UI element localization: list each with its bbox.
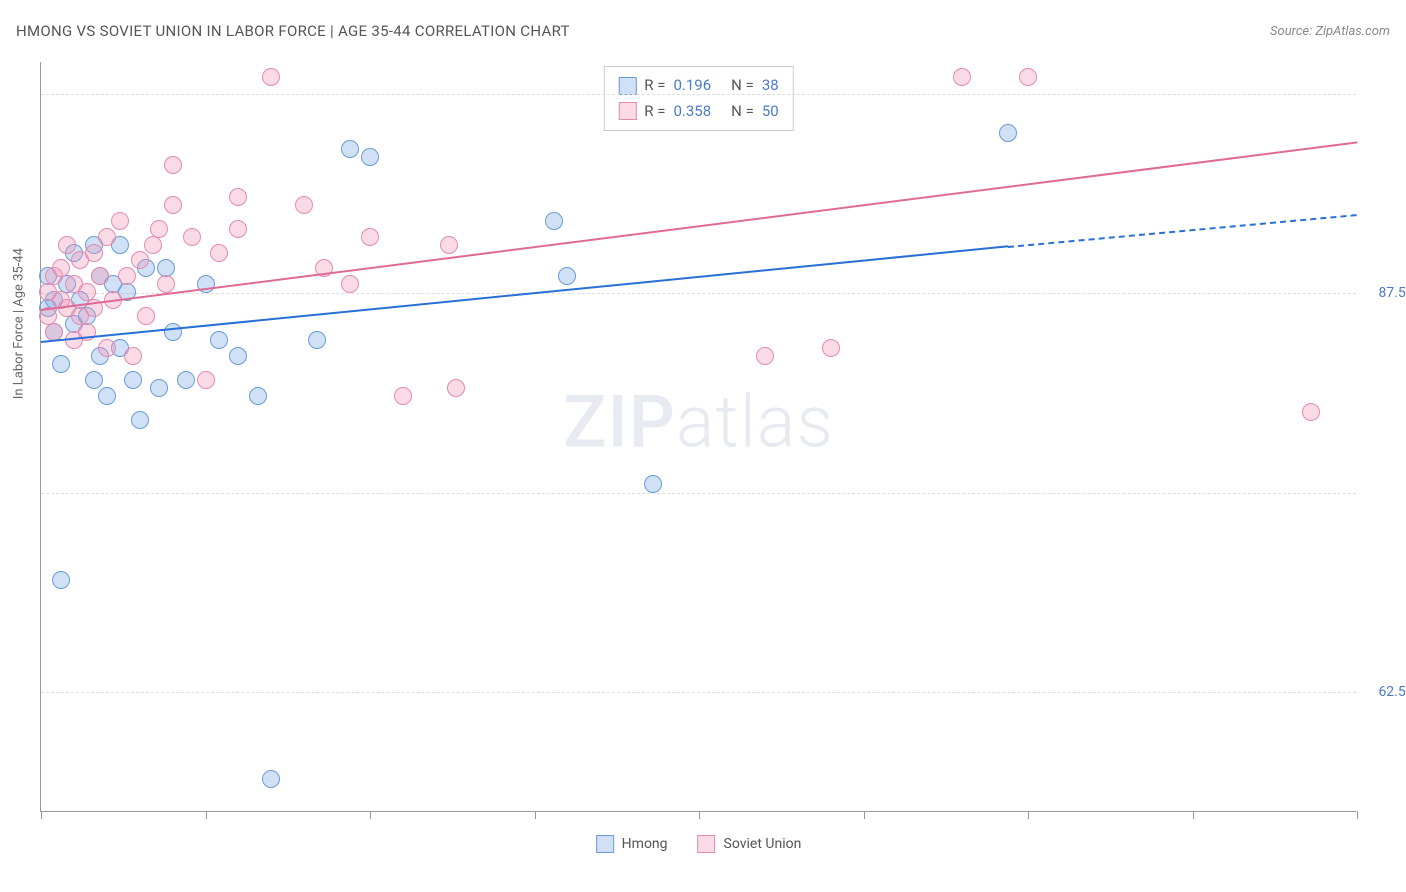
scatter-point	[58, 236, 76, 254]
scatter-point	[440, 236, 458, 254]
legend-r-value: 0.358	[673, 99, 711, 125]
scatter-point	[447, 379, 465, 397]
legend-series: Hmong Soviet Union	[596, 835, 802, 853]
scatter-point	[124, 371, 142, 389]
scatter-point	[361, 148, 379, 166]
scatter-point	[150, 379, 168, 397]
legend-item: Soviet Union	[698, 835, 802, 853]
gridline	[41, 493, 1356, 494]
title-bar: HMONG VS SOVIET UNION IN LABOR FORCE | A…	[16, 22, 1390, 40]
legend-r-label: R =	[644, 99, 665, 125]
scatter-point	[164, 196, 182, 214]
scatter-point	[177, 371, 195, 389]
x-tick	[699, 811, 700, 819]
scatter-point	[98, 339, 116, 357]
watermark-light: atlas	[676, 379, 834, 464]
scatter-point	[144, 236, 162, 254]
legend-series-name: Hmong	[622, 836, 668, 852]
scatter-point	[197, 371, 215, 389]
scatter-point	[1019, 68, 1037, 86]
scatter-point	[52, 571, 70, 589]
scatter-point	[262, 68, 280, 86]
plot-area: ZIPatlas In Labor Force | Age 35-44 R =0…	[40, 62, 1356, 812]
trend-line	[41, 246, 1008, 344]
scatter-point	[953, 68, 971, 86]
x-tick	[1193, 811, 1194, 819]
scatter-point	[756, 347, 774, 365]
scatter-point	[98, 228, 116, 246]
scatter-point	[308, 331, 326, 349]
scatter-point	[85, 371, 103, 389]
scatter-point	[111, 212, 129, 230]
scatter-point	[131, 251, 149, 269]
scatter-point	[183, 228, 201, 246]
scatter-point	[118, 267, 136, 285]
legend-item: Hmong	[596, 835, 668, 853]
scatter-point	[249, 387, 267, 405]
scatter-point	[210, 331, 228, 349]
watermark-bold: ZIP	[563, 379, 676, 464]
scatter-point	[262, 770, 280, 788]
legend-n-label: N =	[731, 99, 754, 125]
scatter-point	[558, 267, 576, 285]
x-tick	[535, 811, 536, 819]
x-tick	[41, 811, 42, 819]
scatter-point	[85, 244, 103, 262]
chart-title: HMONG VS SOVIET UNION IN LABOR FORCE | A…	[16, 22, 570, 40]
scatter-point	[229, 220, 247, 238]
watermark: ZIPatlas	[563, 379, 834, 464]
scatter-point	[91, 267, 109, 285]
legend-n-value: 50	[762, 99, 779, 125]
x-tick	[206, 811, 207, 819]
scatter-point	[150, 220, 168, 238]
scatter-point	[137, 307, 155, 325]
scatter-point	[341, 275, 359, 293]
gridline	[41, 94, 1356, 95]
scatter-point	[394, 387, 412, 405]
scatter-point	[229, 188, 247, 206]
source-label: Source: ZipAtlas.com	[1270, 24, 1390, 39]
scatter-point	[164, 156, 182, 174]
scatter-point	[210, 244, 228, 262]
gridline	[41, 293, 1356, 294]
scatter-point	[999, 124, 1017, 142]
scatter-point	[98, 387, 116, 405]
scatter-point	[124, 347, 142, 365]
scatter-point	[1302, 403, 1320, 421]
scatter-point	[644, 475, 662, 493]
x-tick	[1028, 811, 1029, 819]
legend-row: R = 0.358 N = 50	[618, 99, 778, 125]
x-tick	[1357, 811, 1358, 819]
scatter-point	[164, 323, 182, 341]
legend-series-name: Soviet Union	[724, 836, 802, 852]
scatter-point	[341, 140, 359, 158]
legend-swatch	[618, 77, 636, 95]
x-tick	[370, 811, 371, 819]
scatter-point	[361, 228, 379, 246]
legend-correlation: R =0.196N =38R =0.358N =50	[603, 66, 793, 131]
scatter-point	[157, 275, 175, 293]
legend-swatch	[698, 835, 716, 853]
scatter-point	[822, 339, 840, 357]
trend-line	[1008, 214, 1357, 248]
scatter-point	[229, 347, 247, 365]
scatter-point	[52, 259, 70, 277]
scatter-point	[295, 196, 313, 214]
legend-swatch	[618, 102, 636, 120]
x-tick	[864, 811, 865, 819]
y-tick-label: 62.5%	[1378, 684, 1406, 700]
scatter-point	[52, 355, 70, 373]
legend-swatch	[596, 835, 614, 853]
scatter-point	[545, 212, 563, 230]
y-axis-title: In Labor Force | Age 35-44	[12, 247, 27, 398]
scatter-point	[131, 411, 149, 429]
y-tick-label: 87.5%	[1378, 285, 1406, 301]
gridline	[41, 692, 1356, 693]
